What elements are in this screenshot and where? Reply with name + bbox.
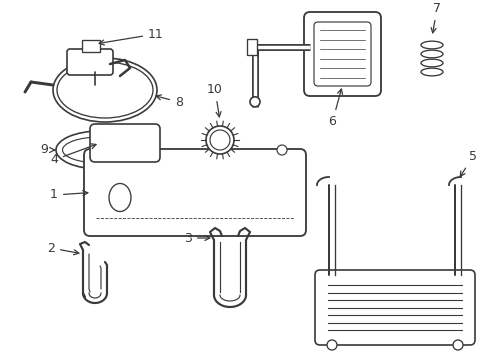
Bar [82, 40, 100, 52]
FancyBboxPatch shape [84, 149, 305, 236]
Text: 4: 4 [50, 144, 96, 166]
Bar [246, 39, 257, 55]
Circle shape [249, 97, 260, 107]
Ellipse shape [109, 184, 131, 211]
Text: 9: 9 [40, 144, 55, 157]
Ellipse shape [420, 59, 442, 67]
Text: 1: 1 [50, 189, 88, 202]
Ellipse shape [53, 58, 157, 122]
Ellipse shape [56, 131, 143, 169]
FancyBboxPatch shape [313, 22, 370, 86]
Circle shape [205, 126, 234, 154]
Text: 11: 11 [99, 27, 163, 45]
Text: 3: 3 [184, 231, 209, 244]
Circle shape [276, 145, 286, 155]
Ellipse shape [420, 41, 442, 49]
Text: 10: 10 [206, 83, 223, 117]
Ellipse shape [62, 137, 137, 163]
Text: 5: 5 [459, 150, 476, 176]
Circle shape [326, 340, 336, 350]
Circle shape [452, 340, 462, 350]
Text: 8: 8 [156, 95, 183, 108]
Circle shape [209, 130, 229, 150]
Text: 2: 2 [47, 242, 79, 255]
Text: 7: 7 [430, 2, 440, 33]
FancyBboxPatch shape [90, 124, 160, 162]
FancyBboxPatch shape [304, 12, 380, 96]
Ellipse shape [420, 68, 442, 76]
Ellipse shape [57, 62, 153, 118]
Text: 6: 6 [328, 89, 342, 128]
Ellipse shape [420, 50, 442, 58]
FancyBboxPatch shape [314, 270, 474, 345]
FancyBboxPatch shape [67, 49, 113, 75]
